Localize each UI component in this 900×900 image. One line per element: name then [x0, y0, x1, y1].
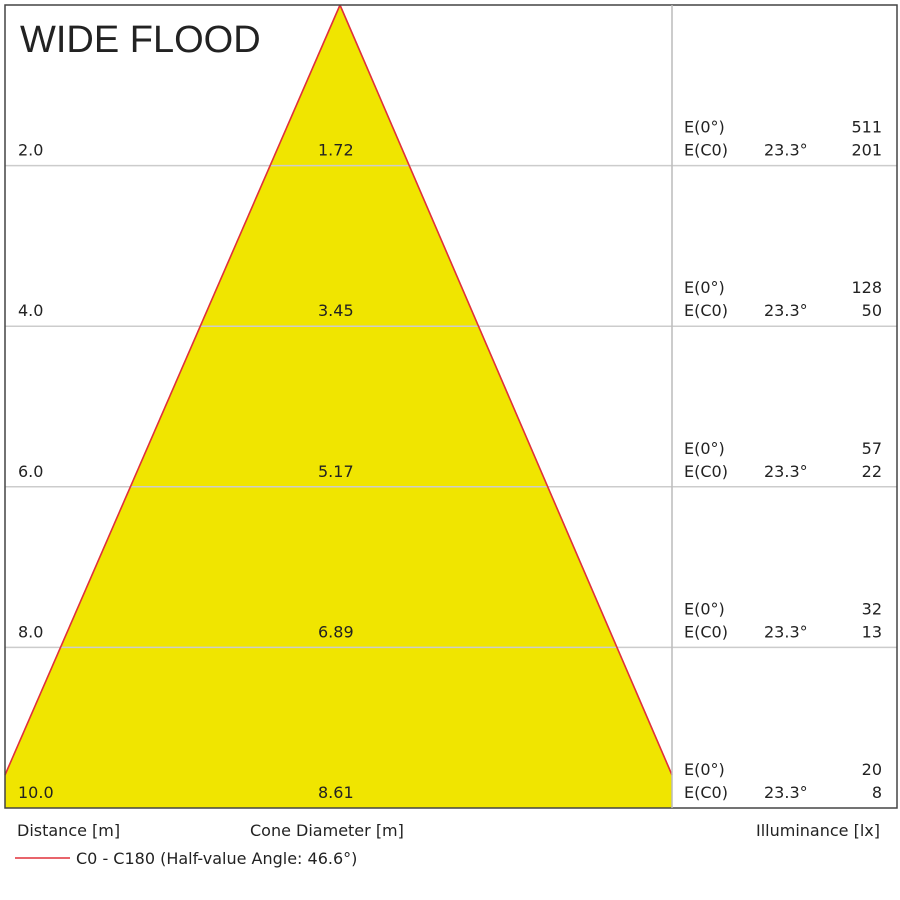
distance: 8.0 — [18, 622, 43, 641]
e0-value: 32 — [862, 599, 882, 618]
cone-edge — [4, 4, 341, 776]
footer-label: Illuminance [lx] — [756, 821, 880, 840]
legend-label: C0 - C180 (Half-value Angle: 46.6°) — [76, 849, 357, 868]
angle: 23.3° — [764, 783, 808, 802]
ec0-value: 201 — [851, 141, 882, 160]
angle: 23.3° — [764, 141, 808, 160]
e0-value: 128 — [851, 278, 882, 297]
cone-edge — [339, 4, 673, 776]
e0-label: E(0°) — [684, 118, 725, 137]
cone-diameter: 1.72 — [318, 141, 354, 160]
ec0-label: E(C0) — [684, 622, 728, 641]
ec0-label: E(C0) — [684, 141, 728, 160]
cone-diameter: 6.89 — [318, 622, 354, 641]
cone-diameter: 3.45 — [318, 301, 354, 320]
distance: 10.0 — [18, 783, 54, 802]
frame — [4, 4, 898, 809]
ec0-label: E(C0) — [684, 462, 728, 481]
distance: 4.0 — [18, 301, 43, 320]
distance: 6.0 — [18, 462, 43, 481]
ec0-value: 13 — [862, 622, 882, 641]
e0-value: 20 — [862, 760, 882, 779]
angle: 23.3° — [764, 462, 808, 481]
cone-fill — [5, 5, 672, 808]
angle: 23.3° — [764, 622, 808, 641]
e0-label: E(0°) — [684, 760, 725, 779]
footer-label: Cone Diameter [m] — [250, 821, 404, 840]
ec0-label: E(C0) — [684, 301, 728, 320]
e0-label: E(0°) — [684, 439, 725, 458]
angle: 23.3° — [764, 301, 808, 320]
e0-label: E(0°) — [684, 278, 725, 297]
grid — [5, 164, 897, 649]
cone-diameter: 5.17 — [318, 462, 354, 481]
e0-value: 511 — [851, 118, 882, 137]
e0-label: E(0°) — [684, 599, 725, 618]
title: WIDE FLOOD — [20, 19, 261, 61]
ec0-label: E(C0) — [684, 783, 728, 802]
e0-value: 57 — [862, 439, 882, 458]
footer-label: Distance [m] — [17, 821, 120, 840]
ec0-value: 50 — [862, 301, 882, 320]
distance: 2.0 — [18, 141, 43, 160]
cone-diameter: 8.61 — [318, 783, 354, 802]
ec0-value: 22 — [862, 462, 882, 481]
ec0-value: 8 — [872, 783, 882, 802]
